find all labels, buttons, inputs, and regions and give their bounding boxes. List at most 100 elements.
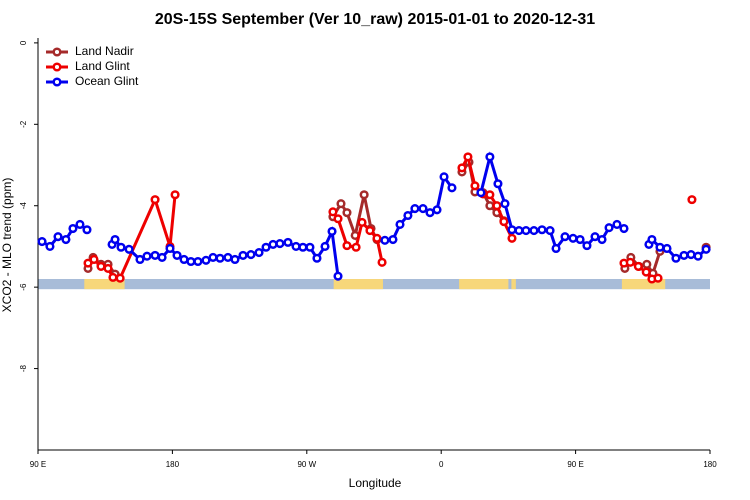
data-point — [604, 223, 614, 233]
data-point — [679, 250, 689, 260]
data-point — [507, 233, 517, 243]
data-point — [342, 208, 352, 218]
data-point — [223, 252, 233, 262]
data-point — [365, 226, 375, 236]
chart-title: 20S-15S September (Ver 10_raw) 2015-01-0… — [155, 11, 595, 28]
data-point — [493, 179, 503, 189]
data-point — [246, 250, 256, 260]
data-point — [82, 225, 92, 235]
data-point — [215, 253, 225, 263]
data-point — [157, 252, 167, 262]
data-point — [305, 242, 315, 252]
data-point — [653, 273, 663, 283]
data-point — [507, 225, 517, 235]
x-tick-label: 180 — [703, 460, 717, 469]
y-tick-label: -8 — [19, 364, 28, 372]
data-point — [357, 217, 367, 227]
x-tick-label: 0 — [439, 460, 444, 469]
data-point — [359, 190, 369, 200]
data-point — [372, 233, 382, 243]
data-point — [395, 219, 405, 230]
data-point — [388, 234, 398, 245]
x-tick-label: 90 E — [30, 460, 46, 469]
y-tick-label: 0 — [19, 40, 28, 45]
data-point — [485, 152, 495, 162]
legend-label: Land Nadir — [75, 44, 134, 58]
data-point — [447, 183, 457, 193]
y-tick-label: -2 — [19, 120, 28, 128]
data-point — [687, 195, 697, 205]
data-point — [333, 214, 343, 224]
data-point — [521, 226, 531, 236]
data-point — [342, 241, 352, 251]
data-point — [582, 241, 592, 251]
data-point — [575, 234, 585, 245]
data-point — [336, 199, 346, 209]
data-point — [45, 241, 55, 251]
data-point — [108, 272, 118, 282]
data-point — [333, 271, 343, 281]
data-point — [268, 239, 278, 249]
data-point — [186, 256, 196, 267]
data-point — [320, 241, 330, 251]
data-point — [328, 207, 338, 217]
data-point — [110, 234, 120, 245]
data-point — [597, 234, 607, 245]
data-point — [463, 152, 473, 162]
data-point — [238, 250, 248, 260]
data-point — [208, 252, 218, 262]
data-point — [380, 235, 390, 245]
legend-label: Land Glint — [75, 59, 130, 73]
y-axis-label: XCO2 - MLO trend (ppm) — [0, 178, 14, 313]
data-point — [283, 237, 293, 247]
data-point — [193, 256, 203, 267]
data-point — [662, 243, 672, 254]
data-point — [115, 273, 125, 283]
data-point — [418, 204, 428, 214]
y-tick-label: -6 — [19, 283, 28, 291]
data-point — [485, 190, 495, 200]
data-point — [165, 243, 175, 254]
data-point — [170, 190, 180, 200]
data-point — [529, 226, 539, 236]
data-point — [457, 163, 467, 173]
data-point — [327, 226, 337, 236]
data-point — [619, 223, 629, 234]
data-point — [499, 217, 509, 227]
data-point — [686, 250, 696, 260]
data-point — [142, 251, 152, 261]
x-tick-label: 90 W — [297, 460, 316, 469]
data-point — [135, 254, 145, 265]
data-point — [275, 239, 285, 249]
legend-swatch-marker — [52, 62, 62, 72]
data-point — [116, 242, 126, 252]
data-point — [410, 204, 420, 214]
data-point — [590, 232, 600, 242]
data-point — [150, 195, 160, 205]
data-point — [470, 181, 480, 191]
data-point — [551, 243, 561, 254]
data-point — [96, 261, 106, 271]
data-point — [655, 242, 665, 252]
data-point — [693, 251, 703, 261]
data-point — [298, 242, 308, 252]
data-point — [439, 172, 449, 182]
data-point — [61, 234, 71, 245]
data-point — [425, 208, 435, 218]
land-segment — [511, 279, 516, 290]
data-point — [89, 254, 99, 265]
data-point — [124, 244, 134, 254]
data-point — [641, 267, 651, 277]
data-point — [351, 242, 361, 252]
data-point — [612, 219, 622, 230]
land-segment — [84, 279, 125, 290]
land-segment — [459, 279, 509, 290]
land-segment — [621, 279, 666, 290]
data-point — [642, 259, 652, 269]
data-point — [201, 255, 211, 265]
legend-swatch-marker — [52, 47, 62, 57]
data-point — [647, 234, 657, 245]
data-point — [432, 205, 442, 215]
x-tick-label: 90 E — [567, 460, 583, 469]
data-point — [254, 247, 264, 258]
